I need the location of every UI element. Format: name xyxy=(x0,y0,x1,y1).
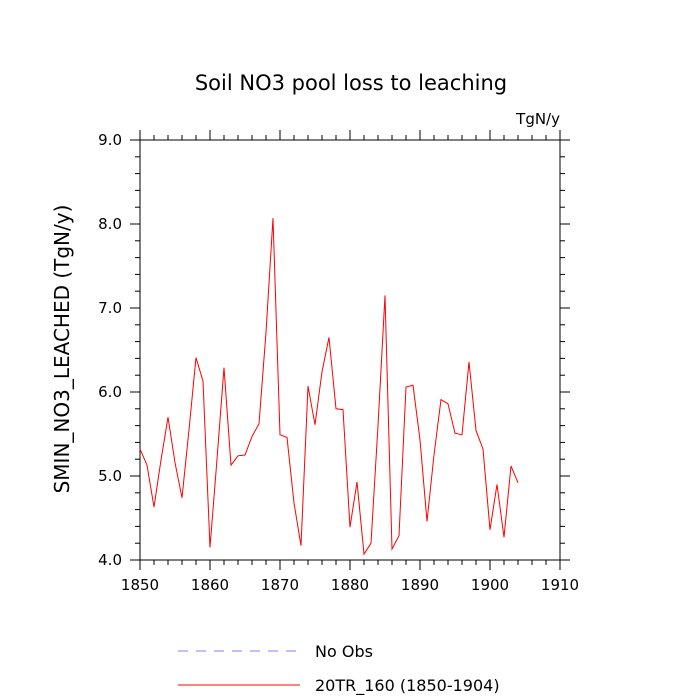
tick-labels: 1850 1860 1870 1880 1890 1900 1910 4.0 5.0 6.0 7.0… xyxy=(98,131,579,594)
y-tick-label: 6.0 xyxy=(98,383,122,401)
chart-title: Soil NO3 pool loss to leaching xyxy=(195,71,507,95)
plot-frame xyxy=(139,139,561,561)
y-tick-label: 5.0 xyxy=(98,467,122,485)
series-line-20tr-160 xyxy=(139,218,519,556)
legend-label-20tr-160: 20TR_160 (1850-1904) xyxy=(315,676,500,696)
units-label: TgN/y xyxy=(515,110,560,128)
x-tick-label: 1910 xyxy=(541,576,579,594)
x-tick-label: 1880 xyxy=(331,576,369,594)
x-tick-label: 1860 xyxy=(191,576,229,594)
y-tick-label: 4.0 xyxy=(98,551,122,569)
y-axis-label: SMIN_NO3_LEACHED (TgN/y) xyxy=(50,205,74,494)
legend-label-no-obs: No Obs xyxy=(315,642,373,661)
series-group xyxy=(139,218,519,556)
axis-ticks xyxy=(130,130,570,570)
x-tick-label: 1890 xyxy=(401,576,439,594)
x-tick-label: 1870 xyxy=(261,576,299,594)
y-tick-label: 9.0 xyxy=(98,131,122,149)
x-tick-label: 1850 xyxy=(121,576,159,594)
y-tick-label: 8.0 xyxy=(98,215,122,233)
x-tick-label: 1900 xyxy=(471,576,509,594)
y-tick-label: 7.0 xyxy=(98,299,122,317)
legend: No Obs 20TR_160 (1850-1904) xyxy=(178,642,500,696)
